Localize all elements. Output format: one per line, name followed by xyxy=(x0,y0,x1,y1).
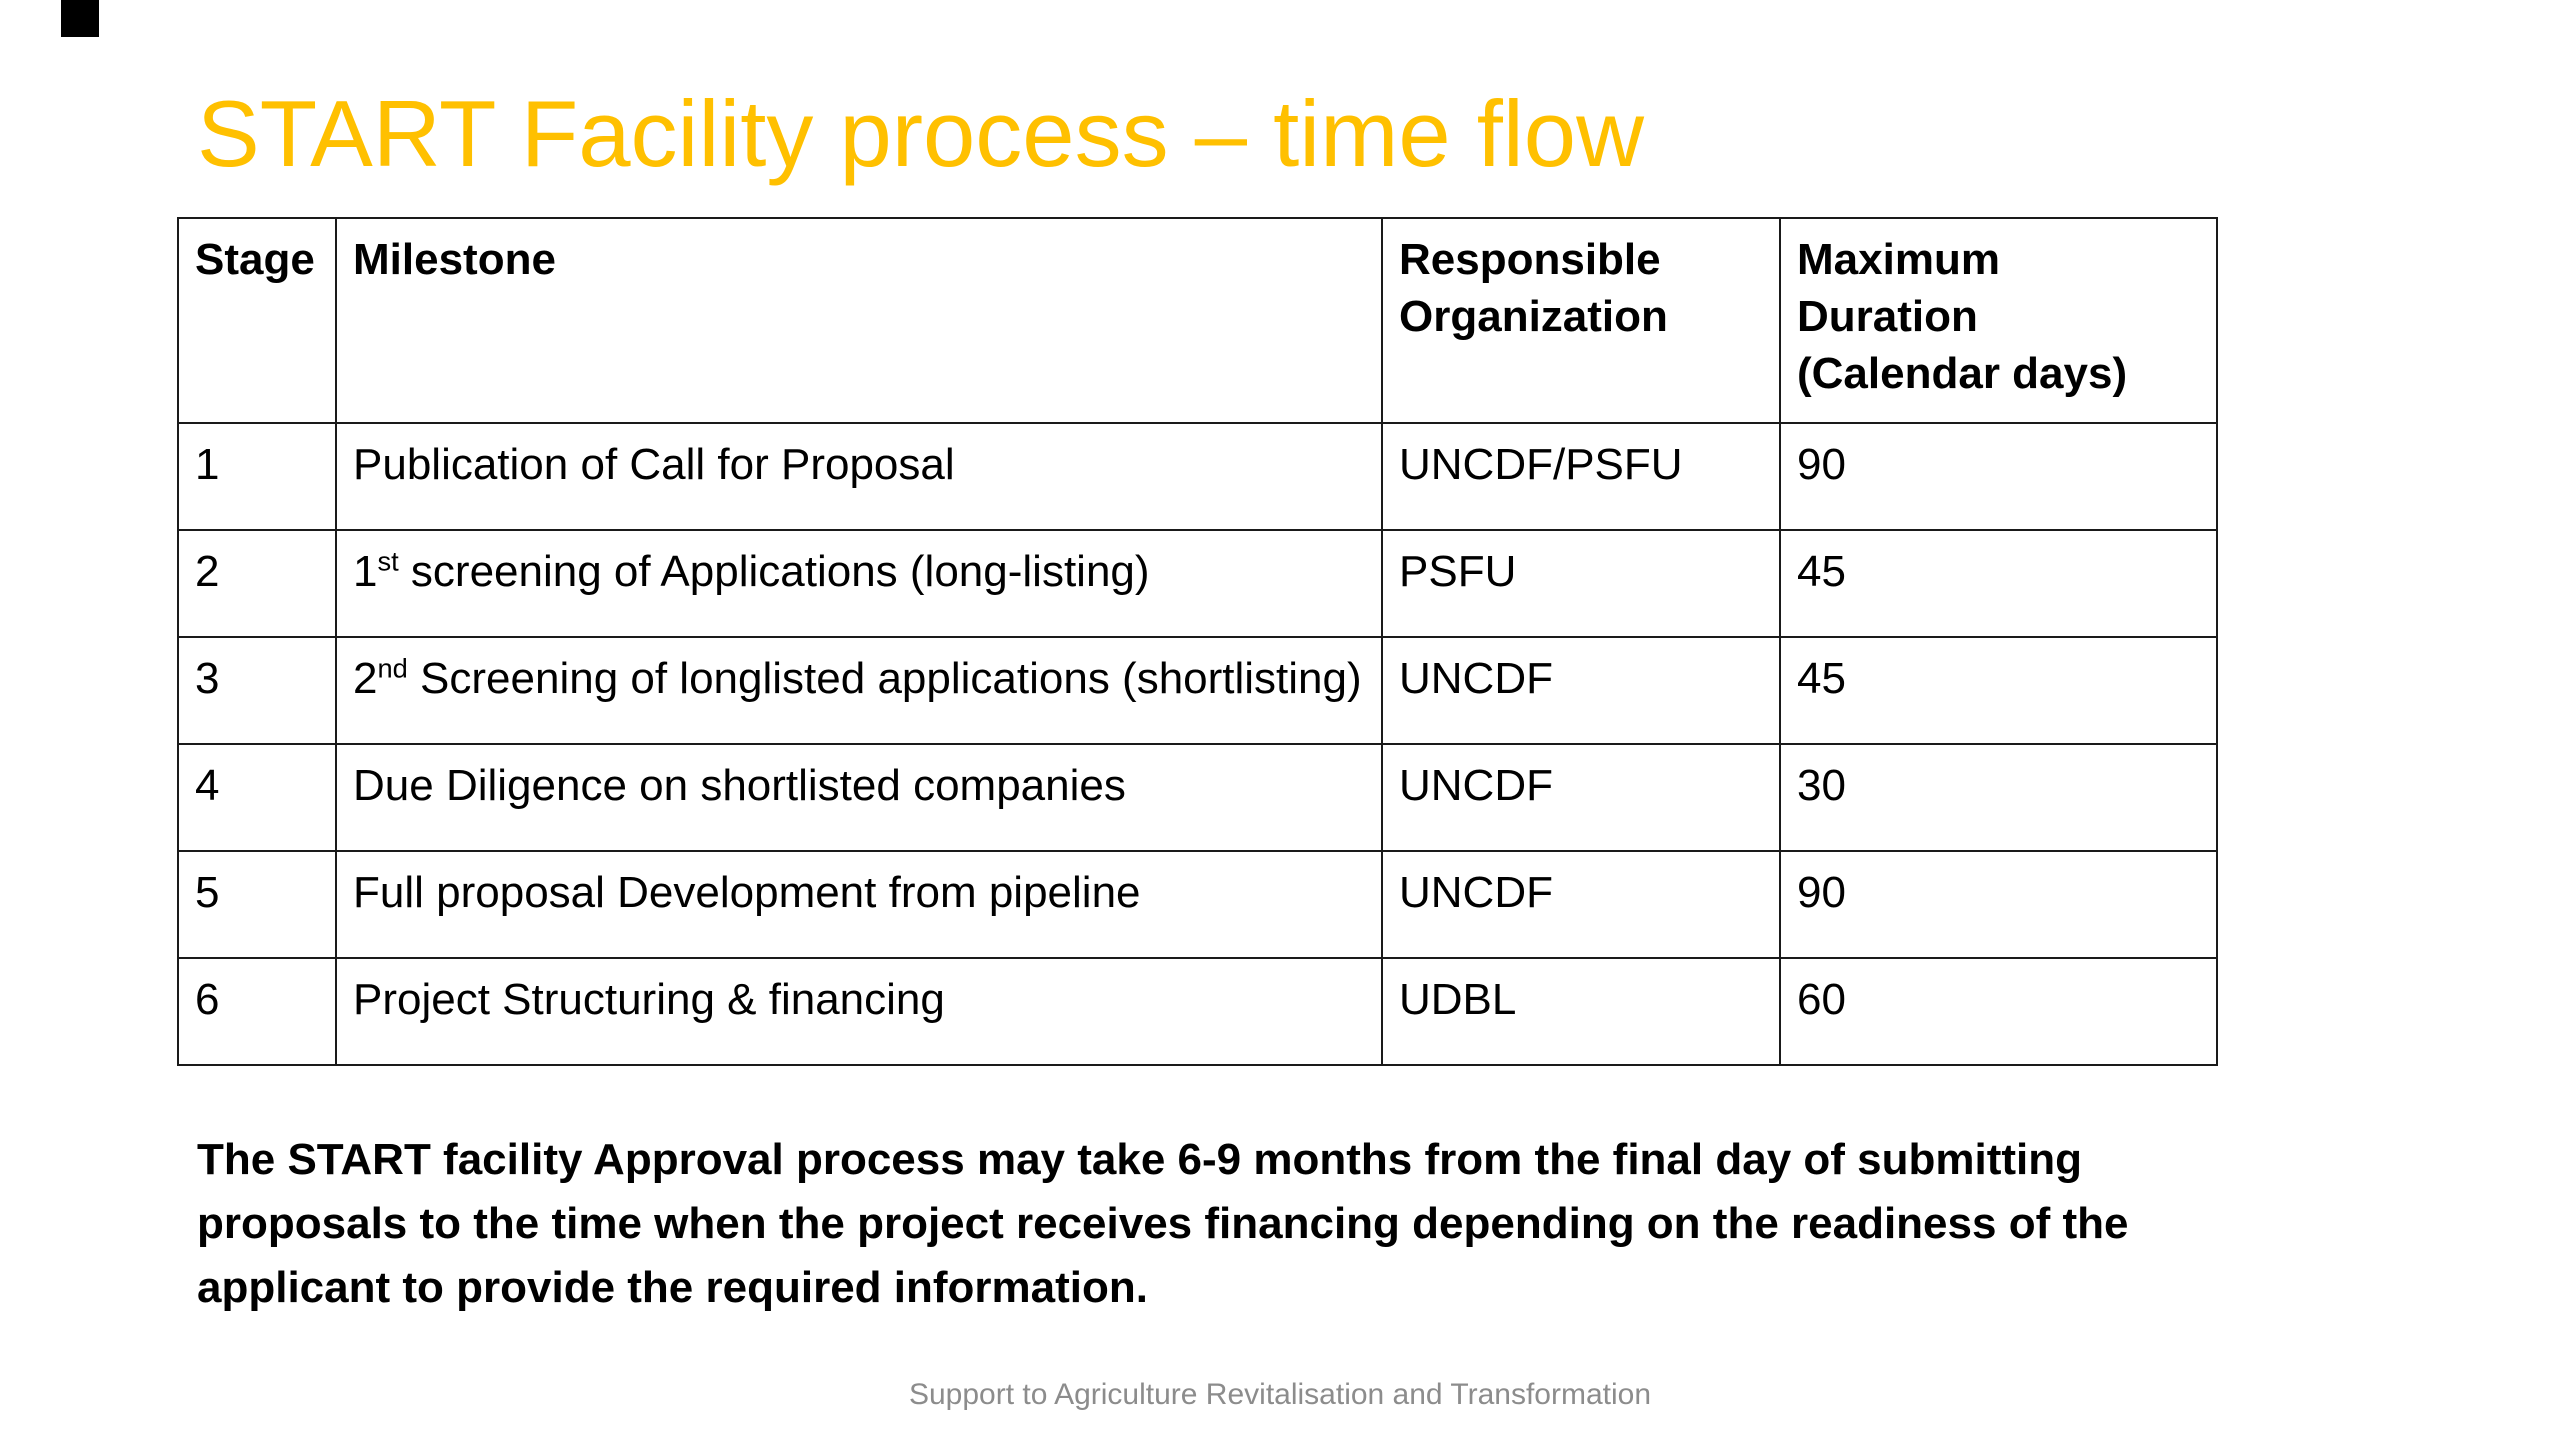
responsible-org-cell: UNCDF xyxy=(1381,636,1781,745)
stage-cell: 3 xyxy=(177,636,337,745)
duration-cell: 45 xyxy=(1779,636,2218,745)
table-row-3: 3 2nd Screening of longlisted applicatio… xyxy=(177,636,2218,745)
header-line: (Calendar days) xyxy=(1797,349,2128,399)
duration-cell: 90 xyxy=(1779,850,2218,959)
milestone-cell: 1st screening of Applications (long-list… xyxy=(335,529,1383,638)
stage-cell: 5 xyxy=(177,850,337,959)
responsible-org-cell: UNCDF/PSFU xyxy=(1381,422,1781,531)
duration-cell: 90 xyxy=(1779,422,2218,531)
milestone-cell: Due Diligence on shortlisted companies xyxy=(335,743,1383,852)
table-row-6: 6 Project Structuring & financing UDBL 6… xyxy=(177,957,2218,1066)
stage-cell: 2 xyxy=(177,529,337,638)
header-line: Duration xyxy=(1797,292,1978,342)
corner-mark xyxy=(61,0,99,37)
table-row-2: 2 1st screening of Applications (long-li… xyxy=(177,529,2218,638)
milestone-cell: Publication of Call for Proposal xyxy=(335,422,1383,531)
header-line: Responsible xyxy=(1399,235,1661,284)
stage-cell: 1 xyxy=(177,422,337,531)
stage-cell: 4 xyxy=(177,743,337,852)
table-row-1: 1 Publication of Call for Proposal UNCDF… xyxy=(177,422,2218,531)
milestone-text: Screening of longlisted applications (sh… xyxy=(407,654,1362,703)
responsible-org-cell: UNCDF xyxy=(1381,743,1781,852)
milestone-superscript: nd xyxy=(377,652,408,684)
milestone-cell: Full proposal Development from pipeline xyxy=(335,850,1383,959)
approval-process-note: The START facility Approval process may … xyxy=(197,1135,2129,1312)
duration-cell: 30 xyxy=(1779,743,2218,852)
table-header-row: Stage Milestone Responsible Organization… xyxy=(177,217,2218,424)
header-milestone: Milestone xyxy=(335,217,1383,424)
header-stage: Stage xyxy=(177,217,337,424)
milestone-superscript: st xyxy=(377,545,399,577)
responsible-org-cell: UNCDF xyxy=(1381,850,1781,959)
responsible-org-cell: PSFU xyxy=(1381,529,1781,638)
slide-footer: Support to Agriculture Revitalisation an… xyxy=(908,1378,1652,1411)
stage-cell: 6 xyxy=(177,957,337,1066)
milestone-text: 2 xyxy=(353,654,378,703)
milestone-cell: 2nd Screening of longlisted applications… xyxy=(335,636,1383,745)
table-row-4: 4 Due Diligence on shortlisted companies… xyxy=(177,743,2218,852)
duration-cell: 45 xyxy=(1779,529,2218,638)
table-row-5: 5 Full proposal Development from pipelin… xyxy=(177,850,2218,959)
responsible-org-cell: UDBL xyxy=(1381,957,1781,1066)
header-maximum-duration: Maximum Duration (Calendar days) xyxy=(1779,217,2218,424)
slide-title: START Facility process – time flow xyxy=(197,81,1644,186)
milestone-text: screening of Applications (long-listing) xyxy=(398,547,1150,596)
process-table: Stage Milestone Responsible Organization… xyxy=(177,217,2218,1066)
header-line: Organization xyxy=(1399,292,1668,342)
milestone-cell: Project Structuring & financing xyxy=(335,957,1383,1066)
header-line: Maximum xyxy=(1797,235,2000,284)
header-responsible-organization: Responsible Organization xyxy=(1381,217,1781,424)
duration-cell: 60 xyxy=(1779,957,2218,1066)
milestone-text: 1 xyxy=(353,547,378,596)
